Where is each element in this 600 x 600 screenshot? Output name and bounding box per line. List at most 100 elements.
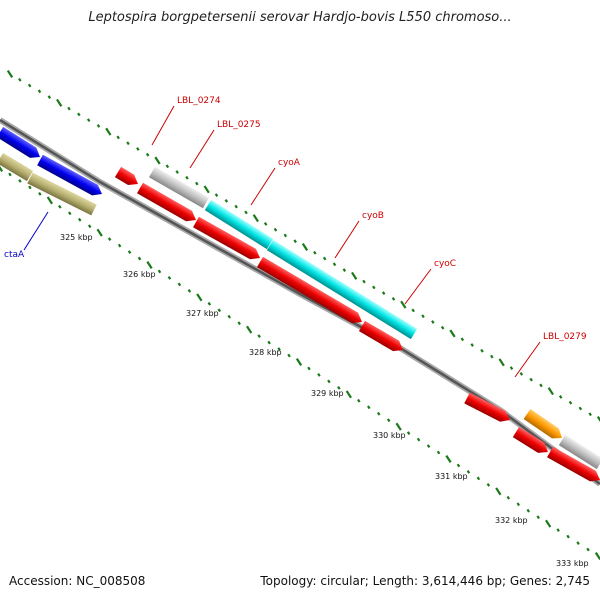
minor-tick	[317, 373, 321, 377]
gene-feature-red[interactable]	[512, 426, 551, 457]
major-tick	[345, 390, 352, 399]
minor-tick	[145, 152, 150, 157]
gene-feature-grey[interactable]	[558, 434, 600, 470]
minor-tick	[307, 366, 311, 371]
gene-label-lbl-0279[interactable]: LBL_0279	[543, 332, 587, 342]
gene-feature-olive[interactable]	[27, 172, 97, 216]
minor-tick	[18, 179, 22, 183]
gene-feature-cyoB-cyoC[interactable]	[266, 239, 418, 340]
label-leader-line	[334, 220, 360, 259]
gene-labels: LBL_0274 LBL_0275 cyoA cyoB cyoC LBL_0279 ctaA	[4, 96, 587, 378]
gene-feature-cyoA[interactable]	[204, 199, 274, 250]
minor-tick	[381, 291, 386, 296]
major-tick	[547, 387, 554, 396]
minor-tick	[27, 83, 32, 88]
major-tick	[46, 196, 53, 205]
minor-tick	[257, 334, 261, 339]
gene-feature-red[interactable]	[114, 166, 141, 189]
minor-tick	[576, 541, 580, 545]
minor-tick	[327, 379, 331, 384]
major-tick	[0, 165, 4, 172]
label-leader-line	[404, 268, 432, 305]
major-tick	[449, 329, 456, 338]
gene-feature-red[interactable]	[358, 320, 406, 355]
gene-feature-red[interactable]	[256, 256, 365, 327]
gene-label-lbl-0274[interactable]: LBL_0274	[177, 96, 221, 106]
gene-label-ctaa[interactable]: ctaA	[4, 250, 25, 260]
tick-label: 333 kbp	[556, 559, 589, 568]
major-tick	[498, 358, 505, 367]
minor-tick	[431, 320, 435, 324]
gene-feature-blue[interactable]	[0, 126, 43, 162]
gene-label-cyoa[interactable]: cyoA	[278, 158, 301, 168]
inner-tick-row	[0, 165, 600, 560]
minor-tick	[18, 77, 22, 82]
minor-tick	[539, 383, 543, 388]
tick-label: 329 kbp	[311, 389, 344, 398]
gene-label-cyob[interactable]: cyoB	[362, 211, 384, 221]
minor-tick	[175, 170, 179, 174]
major-tick	[594, 552, 600, 560]
minor-tick	[67, 106, 71, 111]
minor-tick	[357, 398, 361, 403]
minor-tick	[77, 112, 81, 117]
genome-backbone	[0, 117, 600, 487]
minor-tick	[77, 217, 82, 222]
minor-tick	[165, 164, 170, 169]
gene-label-cyoc[interactable]: cyoC	[434, 259, 456, 269]
minor-tick	[536, 515, 540, 520]
minor-tick	[58, 204, 62, 209]
major-tick	[400, 300, 407, 309]
minor-tick	[470, 343, 474, 347]
minor-tick	[177, 282, 182, 287]
minor-tick	[556, 528, 560, 533]
minor-tick	[322, 256, 327, 261]
tick-label: 330 kbp	[373, 431, 406, 440]
minor-tick	[47, 95, 52, 99]
minor-tick	[342, 268, 347, 272]
minor-tick	[185, 175, 189, 180]
gene-feature-red[interactable]	[547, 446, 600, 485]
minor-tick	[456, 463, 461, 468]
major-tick	[252, 214, 259, 223]
minor-tick	[187, 288, 192, 293]
gene-feature-red[interactable]	[464, 392, 512, 426]
minor-tick	[588, 412, 592, 417]
major-tick	[6, 70, 14, 78]
major-tick	[196, 293, 203, 302]
minor-tick	[86, 118, 91, 123]
major-tick	[495, 487, 502, 496]
minor-tick	[436, 450, 441, 455]
minor-tick	[224, 198, 229, 203]
minor-tick	[490, 354, 494, 359]
minor-tick	[37, 89, 42, 94]
major-tick	[596, 416, 600, 423]
minor-tick	[227, 314, 231, 319]
minor-tick	[476, 476, 481, 481]
gene-label-lbl-0275[interactable]: LBL_0275	[217, 120, 261, 130]
minor-tick	[362, 279, 366, 284]
gene-feature-red[interactable]	[137, 182, 199, 225]
major-tick	[395, 422, 402, 431]
minor-tick	[293, 239, 297, 244]
gene-feature-lbl-0275[interactable]	[149, 166, 209, 209]
label-leader-line	[514, 341, 541, 378]
minor-tick	[157, 269, 162, 274]
major-tick	[545, 519, 552, 528]
genome-summary-text: Topology: circular; Length: 3,614,446 bp…	[260, 574, 590, 588]
gene-feature-orange[interactable]	[523, 409, 566, 443]
tick-label: 326 kbp	[123, 270, 156, 279]
minor-tick	[68, 211, 72, 216]
gene-feature-blue[interactable]	[37, 154, 105, 200]
minor-tick	[273, 227, 278, 232]
minor-tick	[214, 193, 219, 197]
minor-tick	[116, 135, 120, 140]
minor-tick	[267, 340, 271, 345]
major-tick	[246, 325, 253, 334]
gene-feature-olive[interactable]	[0, 152, 34, 182]
minor-tick	[406, 431, 411, 436]
minor-tick	[480, 348, 484, 353]
major-tick	[96, 228, 103, 237]
gene-feature-red[interactable]	[193, 216, 263, 263]
